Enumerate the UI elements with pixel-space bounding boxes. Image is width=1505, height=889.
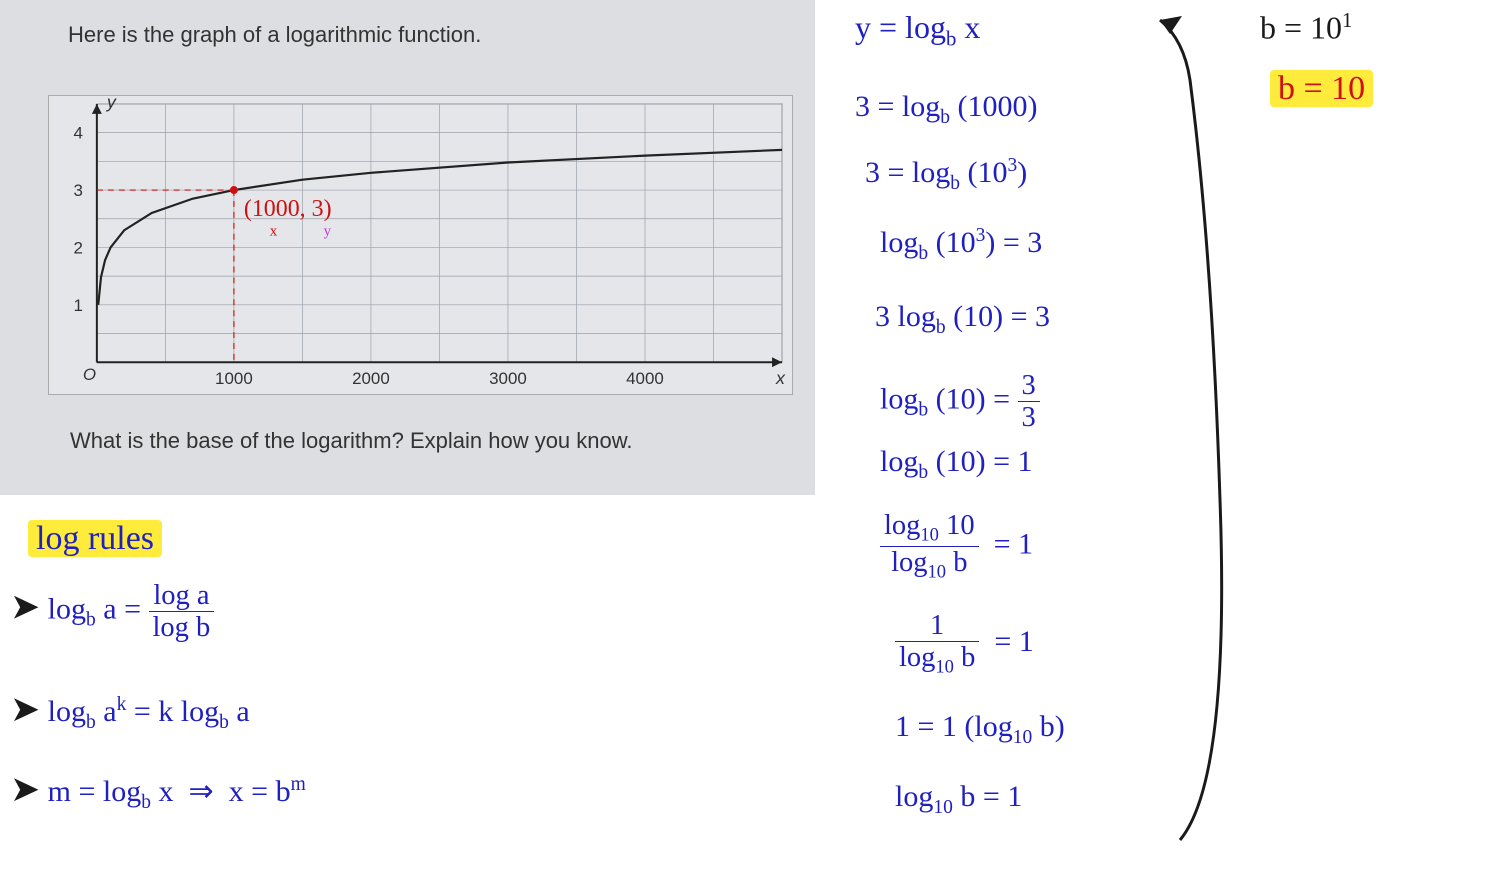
log-rules-heading: log rules: [28, 520, 162, 557]
svg-text:1000: 1000: [215, 369, 253, 388]
deriv-line-5: 3 logb (10) = 3: [875, 300, 1050, 338]
svg-text:x: x: [270, 224, 278, 240]
svg-text:O: O: [83, 365, 96, 384]
deriv-line-11: log10 b = 1: [895, 780, 1022, 818]
svg-text:4: 4: [73, 124, 82, 143]
deriv-line-8: log10 10 log10 b = 1: [880, 510, 1033, 583]
svg-text:4000: 4000: [626, 369, 664, 388]
deriv-line-1: y = logb x: [855, 10, 980, 51]
answer-step: b = 101: [1260, 10, 1352, 46]
problem-question: What is the base of the logarithm? Expla…: [70, 428, 633, 454]
log-chart: 1000 2000 3000 4000 1 2 3 4 y x O (1000, 3) x y: [48, 95, 793, 395]
brace-arrow: [1120, 0, 1340, 870]
problem-screenshot: Here is the graph of a logarithmic funct…: [0, 0, 815, 495]
svg-text:2000: 2000: [352, 369, 390, 388]
svg-text:x: x: [775, 368, 786, 388]
deriv-line-6: logb (10) = 3 3: [880, 370, 1040, 434]
log-rule-3: ➤ m = logb x ⇒ x = bm: [10, 770, 306, 813]
svg-text:2: 2: [73, 238, 82, 257]
log-rule-2: ➤ logb ak = k logb a: [10, 690, 250, 733]
svg-text:y: y: [105, 95, 117, 112]
deriv-line-4: logb (103) = 3: [880, 225, 1042, 264]
deriv-line-9: 1 log10 b = 1: [895, 610, 1034, 678]
svg-text:(1000, 3): (1000, 3): [244, 196, 332, 222]
deriv-line-7: logb (10) = 1: [880, 445, 1033, 483]
deriv-line-2: 3 = logb (1000): [855, 90, 1038, 128]
problem-title: Here is the graph of a logarithmic funct…: [68, 22, 481, 48]
answer-final: b = 10: [1270, 70, 1373, 107]
svg-text:3: 3: [73, 181, 82, 200]
svg-text:3000: 3000: [489, 369, 527, 388]
svg-text:1: 1: [73, 296, 82, 315]
svg-text:y: y: [324, 224, 332, 240]
log-rule-1: ➤ logb a = log a log b: [10, 580, 214, 644]
deriv-line-3: 3 = logb (103): [865, 155, 1027, 194]
deriv-line-10: 1 = 1 (log10 b): [895, 710, 1065, 748]
